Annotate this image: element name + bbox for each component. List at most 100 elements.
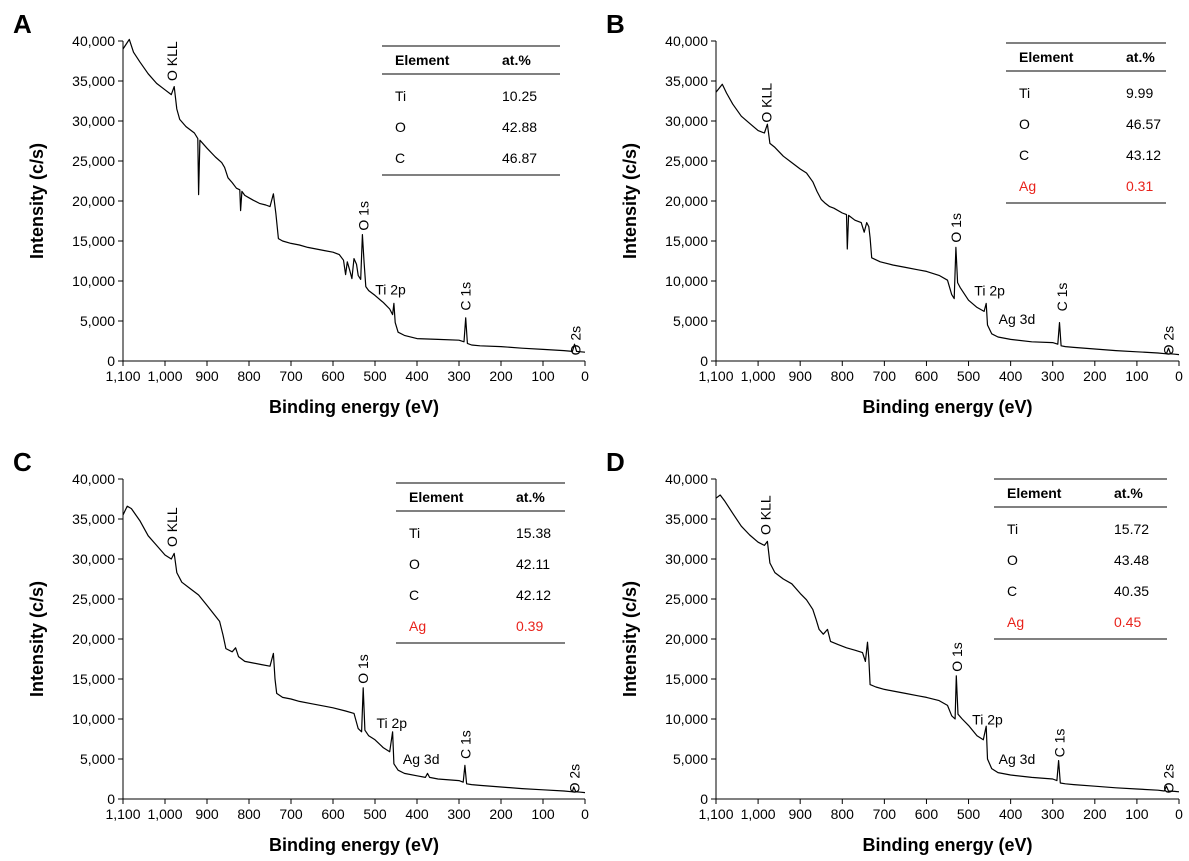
table-cell-element: Ag	[1019, 178, 1036, 194]
table-cell-value: 43.48	[1114, 552, 1149, 568]
y-tick-label: 30,000	[72, 113, 115, 129]
table-header-at: at.%	[502, 52, 531, 68]
chart-panel-b: B 0 5,000 10,000 15,000 20,000 25,000 30,000 35,…	[606, 9, 1183, 417]
y-axis-title: Intensity (c/s)	[27, 581, 47, 697]
y-tick-label: 25,000	[72, 153, 115, 169]
x-tick-label: 100	[531, 368, 555, 384]
table-cell-element: O	[409, 556, 420, 572]
table-cell-value: 15.38	[516, 525, 551, 541]
peak-label: O KLL	[164, 41, 180, 81]
y-tick-label: 15,000	[665, 671, 708, 687]
y-tick-label: 10,000	[665, 273, 708, 289]
y-axis-title: Intensity (c/s)	[620, 143, 640, 259]
x-tick-label: 100	[1125, 806, 1149, 822]
x-axis-title: Binding energy (eV)	[862, 835, 1032, 855]
peak-label: Ti 2p	[974, 282, 1005, 298]
table-header-at: at.%	[1126, 49, 1155, 65]
x-tick-label: 200	[1083, 368, 1107, 384]
y-tick-label: 10,000	[72, 711, 115, 727]
y-tick-label: 35,000	[665, 73, 708, 89]
x-axis-title: Binding energy (eV)	[269, 835, 439, 855]
y-tick-label: 5,000	[673, 313, 708, 329]
x-tick-label: 400	[999, 806, 1023, 822]
table-cell-value: 42.88	[502, 119, 537, 135]
table-cell-element: Ti	[409, 525, 420, 541]
x-tick-label: 300	[447, 806, 471, 822]
peak-label: Ag 3d	[999, 311, 1036, 327]
table-cell-value: 43.12	[1126, 147, 1161, 163]
table-cell-element: Ti	[1019, 85, 1030, 101]
x-tick-label: 1,000	[741, 806, 776, 822]
peak-label: Ag 3d	[999, 751, 1036, 767]
x-tick-label: 100	[531, 806, 555, 822]
y-tick-label: 5,000	[80, 751, 115, 767]
table-cell-element: O	[1007, 552, 1018, 568]
table-cell-value: 10.25	[502, 88, 537, 104]
peak-label: C 1s	[1054, 283, 1070, 312]
y-tick-label: 20,000	[665, 631, 708, 647]
x-tick-label: 1,000	[741, 368, 776, 384]
chart-panel-a: A 0 5,000 10,000 15,000 20,000 25,000 30,000 35,…	[13, 9, 589, 417]
spectrum-line	[122, 38, 586, 353]
y-tick-label: 25,000	[665, 153, 708, 169]
table-cell-value: 0.45	[1114, 614, 1141, 630]
table-header-element: Element	[409, 489, 464, 505]
peak-label: O 2s	[567, 326, 583, 356]
y-tick-label: 20,000	[72, 631, 115, 647]
table-cell-element: C	[1007, 583, 1017, 599]
y-tick-label: 25,000	[665, 591, 708, 607]
x-axis-title: Binding energy (eV)	[862, 397, 1032, 417]
x-tick-label: 100	[1125, 368, 1149, 384]
x-tick-label: 1,100	[698, 368, 733, 384]
peak-label: O 1s	[355, 654, 371, 684]
x-tick-label: 300	[1041, 806, 1065, 822]
y-tick-label: 25,000	[72, 591, 115, 607]
y-tick-label: 5,000	[673, 751, 708, 767]
table-cell-element: O	[395, 119, 406, 135]
peak-label: Ti 2p	[972, 712, 1003, 728]
x-tick-label: 700	[279, 368, 303, 384]
x-tick-label: 900	[789, 368, 813, 384]
panel-letter: D	[606, 447, 625, 477]
x-tick-label: 800	[831, 368, 855, 384]
panel-letter: C	[13, 447, 32, 477]
peak-label: O KLL	[164, 507, 180, 547]
peak-label: O 1s	[948, 213, 964, 243]
y-tick-label: 20,000	[665, 193, 708, 209]
peak-label: O 2s	[1160, 326, 1176, 356]
y-tick-label: 15,000	[72, 233, 115, 249]
x-tick-label: 700	[279, 806, 303, 822]
x-tick-label: 200	[489, 368, 513, 384]
peak-label: Ti 2p	[376, 715, 407, 731]
y-tick-label: 30,000	[665, 113, 708, 129]
table-cell-element: Ti	[395, 88, 406, 104]
y-tick-label: 0	[107, 353, 115, 369]
table-cell-element: C	[395, 150, 405, 166]
table-cell-value: 0.39	[516, 618, 543, 634]
y-tick-label: 40,000	[665, 471, 708, 487]
x-tick-label: 400	[999, 368, 1023, 384]
table-cell-element: C	[1019, 147, 1029, 163]
table-cell-element: Ag	[1007, 614, 1024, 630]
y-tick-label: 0	[700, 353, 708, 369]
chart-panel-d: D 0 5,000 10,000 15,000 20,000 25,000 30,000 35,…	[606, 447, 1183, 855]
peak-label: O KLL	[759, 83, 775, 123]
x-tick-label: 0	[1175, 368, 1183, 384]
x-tick-label: 700	[873, 368, 897, 384]
x-tick-label: 200	[1083, 806, 1107, 822]
x-tick-label: 500	[363, 368, 387, 384]
y-tick-label: 30,000	[72, 551, 115, 567]
table-cell-value: 40.35	[1114, 583, 1149, 599]
composition-table: Element at.% Ti 9.99 O 46.57 C 43.12 Ag 0.31	[1006, 42, 1166, 204]
x-tick-label: 0	[581, 806, 589, 822]
x-tick-label: 0	[581, 368, 589, 384]
peak-label: O KLL	[758, 495, 774, 535]
y-tick-label: 0	[700, 791, 708, 807]
x-tick-label: 1,100	[698, 806, 733, 822]
spectrum-line	[715, 83, 1180, 356]
y-axis-title: Intensity (c/s)	[620, 581, 640, 697]
composition-table: Element at.% Ti 10.25 O 42.88 C 46.87	[382, 45, 560, 176]
x-tick-label: 600	[915, 368, 939, 384]
table-cell-value: 42.11	[516, 556, 550, 572]
x-tick-label: 500	[363, 806, 387, 822]
